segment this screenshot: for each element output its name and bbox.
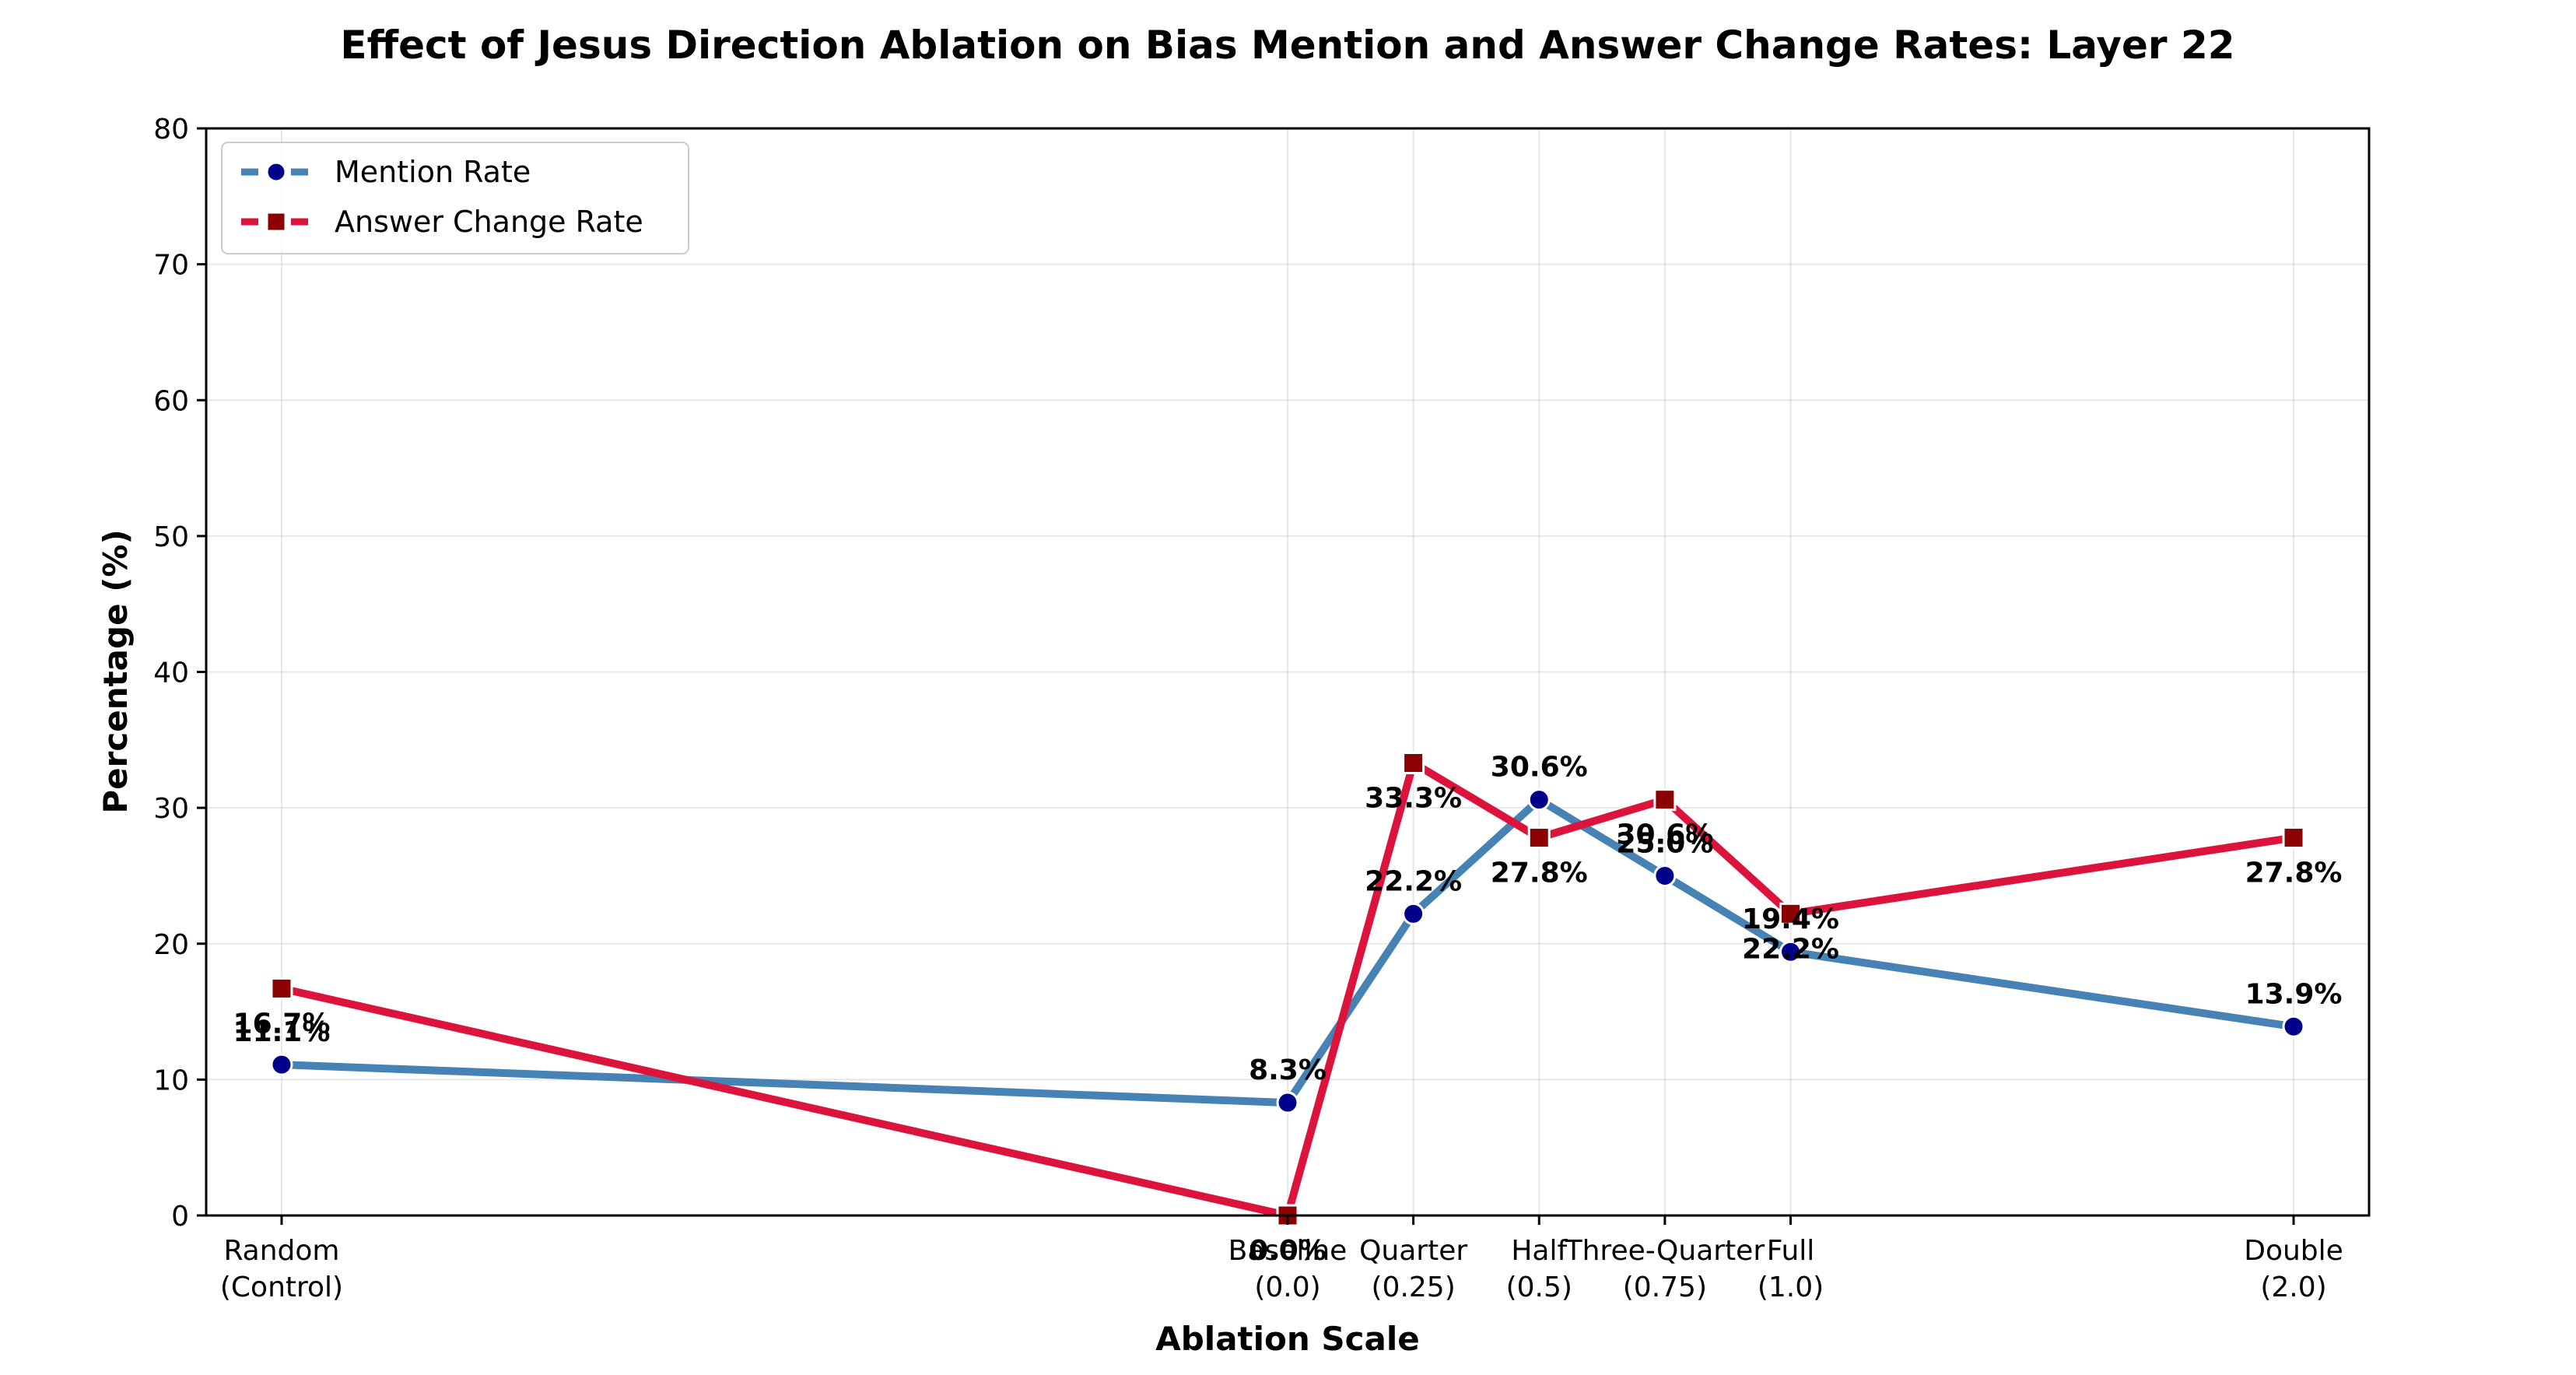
data-label-mention-rate: 19.4% [1742,903,1839,935]
data-point-answer-change-rate [270,977,293,1000]
data-point-mention-rate [1779,940,1803,963]
data-label-mention-rate: 25.0% [1616,827,1713,859]
data-label-answer-change-rate: 27.8% [2245,858,2343,889]
x-tick-label: (2.0) [2260,1272,2326,1303]
data-point-answer-change-rate [1779,902,1803,925]
data-label-answer-change-rate: 16.7% [233,1008,331,1040]
y-tick-label: 50 [153,521,189,553]
x-tick-label: (0.25) [1372,1272,1456,1303]
data-point-mention-rate [1402,902,1425,925]
y-tick-label: 40 [153,658,189,689]
y-tick-label: 80 [153,114,189,146]
chart-title: Effect of Jesus Direction Ablation on Bi… [340,23,2234,68]
data-point-answer-change-rate [1402,751,1425,774]
x-tick-label: (Control) [220,1272,343,1303]
y-axis-label: Percentage (%) [96,529,135,813]
x-tick-label: (1.0) [1758,1272,1824,1303]
data-point-answer-change-rate [2282,826,2305,850]
x-axis-label: Ablation Scale [1155,1320,1420,1358]
x-tick-label: (0.0) [1254,1272,1320,1303]
legend-label-mention: Mention Rate [335,155,531,189]
y-tick-label: 30 [153,793,189,825]
x-tick-label: Double [2244,1235,2343,1267]
data-point-mention-rate [1527,788,1551,812]
legend-label-answer: Answer Change Rate [335,205,643,239]
axes: 0 10 20 30 40 50 60 70 80 Random (Control) Baseline… [153,114,2343,1303]
data-point-mention-rate [1653,864,1677,887]
y-tick-label: 70 [153,250,189,282]
legend-marker-mention [265,161,287,183]
data-label-answer-change-rate: 27.8% [1491,858,1588,889]
x-tick-label: Half [1511,1235,1568,1267]
data-point-mention-rate [2282,1015,2305,1038]
data-label-mention-rate: 22.2% [1365,865,1462,897]
data-label-answer-change-rate: 33.3% [1365,782,1462,814]
x-tick-label: Baseline [1228,1235,1348,1267]
legend-marker-answer [265,211,287,233]
data-label-mention-rate: 11.1% [233,1016,331,1048]
data-point-mention-rate [1276,1091,1299,1114]
data-point-answer-change-rate [1527,826,1551,850]
data-label-mention-rate: 13.9% [2245,978,2343,1010]
x-tick-label: Full [1767,1235,1815,1267]
legend-box [221,142,689,254]
x-tick-label: Random [223,1235,339,1267]
data-label-mention-rate: 30.6% [1491,752,1588,784]
x-tick-label: Three-Quarter [1565,1235,1765,1267]
data-point-answer-change-rate [1653,788,1677,812]
legend: Mention Rate Answer Change Rate [221,142,689,254]
x-tick-label: Quarter [1359,1235,1467,1267]
data-labels: 11.1%8.3%22.2%30.6%25.0%19.4%13.9%16.7%0… [233,752,2343,1267]
data-point-mention-rate [270,1053,293,1076]
x-tick-label: (0.5) [1506,1272,1572,1303]
y-tick-label: 0 [171,1201,189,1233]
x-tick-label: (0.75) [1623,1272,1707,1303]
data-label-answer-change-rate: 0.0% [1249,1235,1327,1267]
y-tick-label: 60 [153,385,189,417]
data-label-answer-change-rate: 22.2% [1742,933,1839,965]
y-tick-label: 10 [153,1065,189,1096]
data-label-mention-rate: 8.3% [1249,1054,1327,1086]
data-label-answer-change-rate: 30.6% [1616,819,1713,851]
y-tick-label: 20 [153,929,189,961]
